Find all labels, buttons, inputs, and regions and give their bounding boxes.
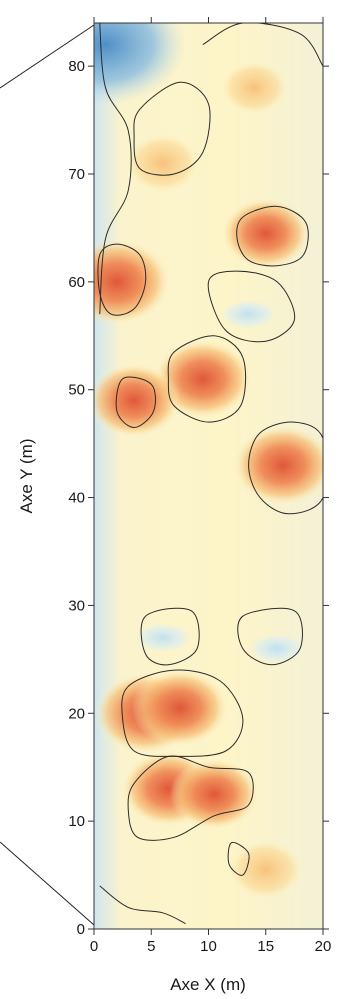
x-axis-title: Axe X (m) (170, 975, 246, 994)
hotspot-11 (220, 60, 288, 115)
x-tick-label: 20 (315, 938, 332, 955)
contour-line-10 (99, 23, 132, 315)
contour-line-6 (121, 669, 244, 757)
hotspot-1 (94, 238, 171, 325)
contour-line-14 (99, 885, 186, 925)
y-tick-label: 30 (68, 597, 85, 614)
cold-spot-4 (247, 633, 307, 664)
cold-spot-3 (132, 622, 193, 654)
x-axis: 0 5 10 15 20 (90, 17, 332, 955)
y-tick-label: 50 (68, 382, 85, 399)
contour-line-12 (140, 607, 200, 666)
hotspot-12 (228, 839, 304, 900)
y-tick-label: 60 (68, 274, 85, 291)
contour-line-9 (202, 23, 323, 67)
x-tick-label: 10 (200, 938, 217, 955)
x-tick-label: 15 (257, 938, 274, 955)
leader-line-top (0, 24, 95, 89)
y-tick-label: 70 (68, 166, 85, 183)
contour-line-4 (248, 421, 323, 515)
contour-line-13 (237, 607, 303, 666)
cold-spot-1 (94, 23, 186, 105)
y-tick-label: 0 (77, 921, 85, 938)
hotspot-6 (94, 363, 181, 438)
contour-line-15 (227, 841, 250, 876)
y-tick-label: 40 (68, 490, 85, 507)
heat-layer (94, 23, 323, 900)
hotspot-4 (232, 425, 323, 506)
hotspot-3 (131, 669, 229, 747)
cold-spot-2 (218, 298, 279, 330)
hotspot-9 (221, 197, 311, 269)
contour-line-2 (115, 376, 156, 429)
contour-line-5 (236, 205, 309, 267)
hotspot-10 (125, 133, 201, 194)
contour-line-7 (127, 755, 254, 841)
x-tick-label: 0 (90, 938, 98, 955)
y-axis-title: Axe Y (m) (17, 439, 36, 514)
contour-line-8 (133, 81, 211, 176)
x-tick-label: 5 (147, 938, 155, 955)
contour-line-3 (167, 335, 247, 423)
y-tick-label: 10 (68, 813, 85, 830)
contour-layer (97, 23, 323, 925)
y-axis: 0 10 20 30 40 50 60 70 80 (68, 58, 329, 938)
y-tick-label: 80 (68, 58, 85, 75)
leader-line-bottom (0, 841, 95, 926)
hotspot-8 (169, 758, 259, 830)
contour-line-11 (207, 270, 296, 343)
plot-area (94, 23, 323, 929)
y-tick-label: 20 (68, 705, 85, 722)
